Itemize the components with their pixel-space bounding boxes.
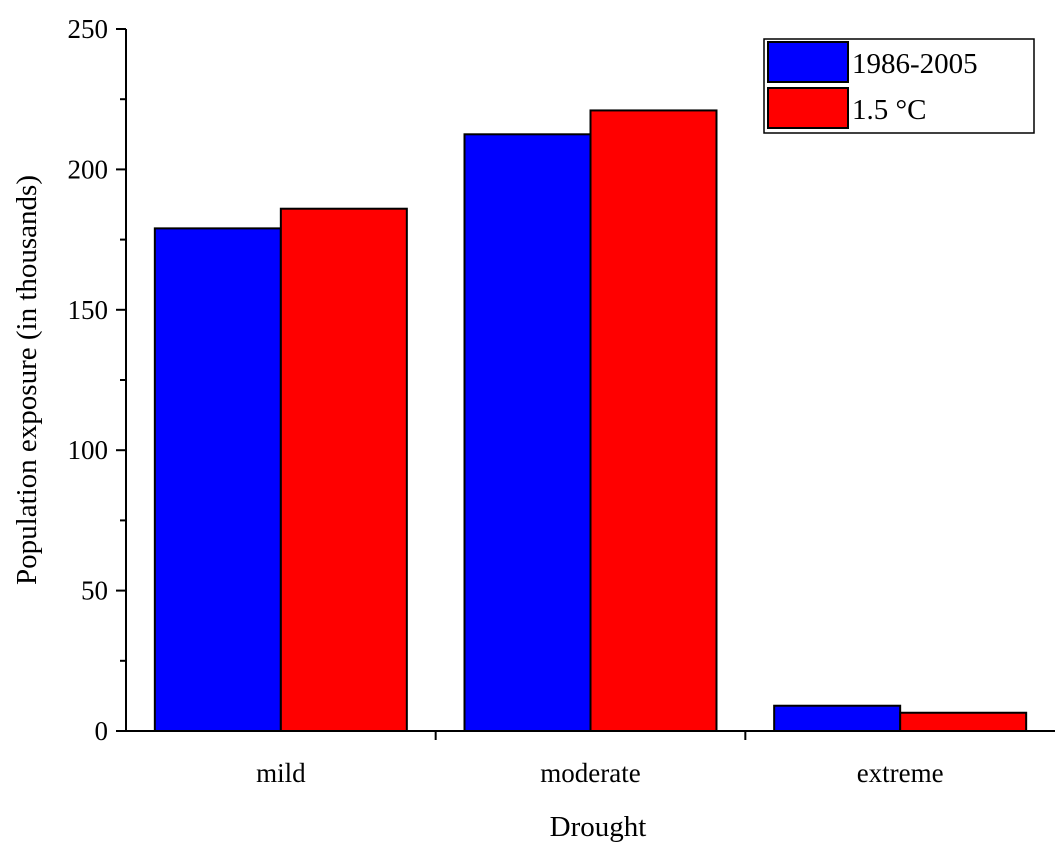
legend-label-0: 1986-2005 — [852, 48, 978, 80]
x-tick-label-mild: mild — [256, 758, 306, 788]
bar-mild-series-0 — [153, 227, 282, 732]
bars-group — [153, 109, 1028, 733]
bar-extreme-series-0 — [773, 704, 902, 733]
legend-label-1: 1.5 °C — [852, 94, 926, 126]
bar-extreme-series-1 — [899, 711, 1028, 732]
bar-mild-series-1 — [279, 207, 408, 733]
y-tick-label: 200 — [68, 154, 109, 184]
y-ticks-group: 0 50 100 150 200 250 — [68, 14, 126, 746]
bar-moderate-series-1 — [589, 109, 718, 732]
y-axis-title: Population exposure (in thousands) — [11, 175, 43, 585]
x-axis-title: Drought — [550, 811, 647, 843]
y-tick-label: 150 — [68, 295, 109, 325]
legend: 1986-2005 1.5 °C — [763, 38, 1035, 134]
x-tick-label-moderate: moderate — [540, 758, 640, 788]
legend-swatch-1 — [767, 87, 849, 129]
y-tick-label: 100 — [68, 435, 109, 465]
y-tick-label: 250 — [68, 14, 109, 44]
x-tick-label-extreme: extreme — [857, 758, 944, 788]
x-ticks-group: mild moderate extreme — [256, 731, 944, 788]
y-tick-label: 0 — [95, 716, 109, 746]
bar-moderate-series-0 — [463, 133, 592, 733]
legend-swatch-0 — [767, 41, 849, 83]
y-tick-label: 50 — [81, 576, 108, 606]
